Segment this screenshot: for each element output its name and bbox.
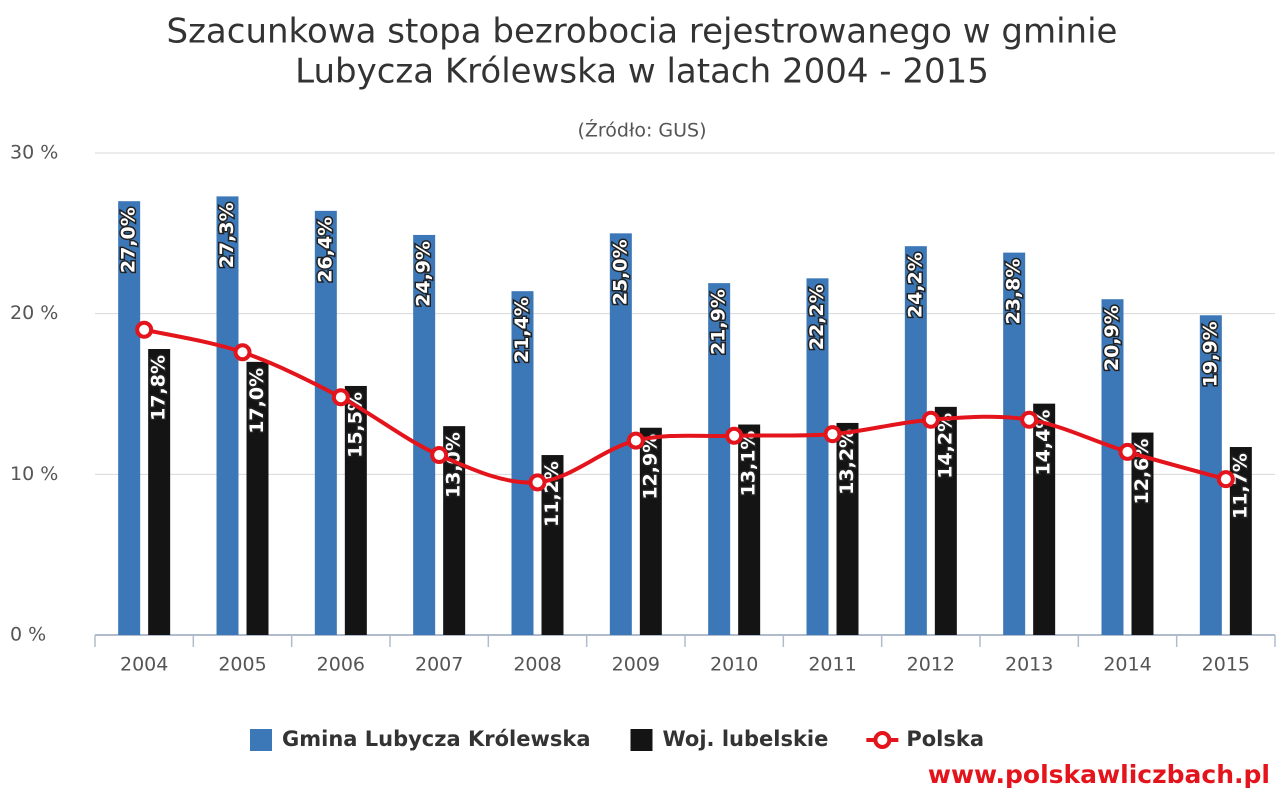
chart-subtitle: (Źródło: GUS) — [577, 119, 706, 142]
bar — [344, 385, 367, 635]
legend-label: Gmina Lubycza Królewska — [282, 727, 591, 751]
line-marker — [1118, 442, 1137, 461]
value-label: 24,9% — [413, 241, 435, 307]
value-label: 27,0% — [118, 207, 140, 273]
line-marker — [331, 388, 350, 407]
line-marker — [823, 425, 842, 444]
x-tick-label: 2005 — [218, 654, 266, 676]
value-label: 21,9% — [708, 289, 730, 355]
bar — [148, 349, 171, 635]
value-label: 25,0% — [609, 239, 631, 305]
legend-swatch — [250, 729, 272, 751]
bar — [639, 427, 662, 635]
bar — [1229, 447, 1252, 635]
bar — [1131, 432, 1154, 635]
chart-title: Lubycza Królewska w latach 2004 - 2015 — [295, 52, 989, 92]
line-marker — [1216, 470, 1235, 489]
bar — [443, 426, 466, 635]
bar — [1101, 299, 1124, 635]
bar — [1003, 252, 1026, 635]
bar — [246, 361, 269, 635]
bar — [738, 424, 761, 635]
bar — [1033, 403, 1056, 635]
value-label: 24,2% — [904, 252, 926, 318]
bar — [541, 455, 564, 635]
x-tick-label: 2009 — [612, 654, 660, 676]
bar — [708, 283, 731, 635]
bar — [609, 233, 632, 636]
line-marker — [1020, 410, 1039, 429]
line — [143, 327, 1227, 485]
line-marker — [626, 431, 645, 450]
value-label: 23,8% — [1003, 259, 1025, 325]
x-tick-label: 2004 — [120, 654, 168, 676]
x-tick-label: 2010 — [710, 654, 758, 676]
line-marker — [430, 446, 449, 465]
legend-label: Woj. lubelskie — [663, 727, 829, 751]
x-tick-label: 2008 — [513, 654, 561, 676]
line-marker — [233, 343, 252, 362]
y-tick-label: 0 % — [10, 624, 46, 646]
line-marker — [921, 410, 940, 429]
bar — [314, 210, 337, 635]
bar — [118, 201, 141, 635]
bar — [413, 234, 436, 635]
bar — [216, 196, 239, 635]
x-tick-label: 2014 — [1103, 654, 1151, 676]
line-marker — [135, 320, 154, 339]
line-marker — [528, 473, 547, 492]
watermark: www.polskawliczbach.pl — [928, 760, 1270, 789]
legend-marker — [873, 731, 892, 749]
value-label: 26,4% — [314, 217, 336, 283]
value-label: 20,9% — [1101, 305, 1123, 371]
y-tick-label: 30 % — [10, 142, 58, 164]
x-tick-label: 2015 — [1202, 654, 1250, 676]
value-label: 21,4% — [511, 297, 533, 363]
value-label: 17,8% — [148, 355, 170, 421]
bar — [934, 406, 957, 635]
chart-title: Szacunkowa stopa bezrobocia rejestrowane… — [167, 12, 1118, 52]
value-label: 22,2% — [806, 284, 828, 350]
bar — [806, 278, 829, 635]
bar — [511, 291, 534, 635]
legend-label: Polska — [906, 727, 984, 751]
value-label: 17,0% — [246, 368, 268, 434]
x-tick-label: 2011 — [808, 654, 856, 676]
bar — [836, 422, 859, 635]
x-tick-label: 2013 — [1005, 654, 1053, 676]
value-label: 27,3% — [216, 202, 238, 268]
y-tick-label: 10 % — [10, 463, 58, 485]
x-tick-label: 2007 — [415, 654, 463, 676]
line-marker — [725, 426, 744, 445]
value-label: 11,7% — [1229, 453, 1251, 519]
value-label: 19,9% — [1199, 321, 1221, 387]
bar — [904, 246, 927, 636]
y-tick-label: 20 % — [10, 302, 58, 324]
x-tick-label: 2006 — [317, 654, 365, 676]
x-tick-label: 2012 — [907, 654, 955, 676]
legend-swatch — [630, 729, 653, 751]
value-label: 11,2% — [541, 461, 563, 527]
